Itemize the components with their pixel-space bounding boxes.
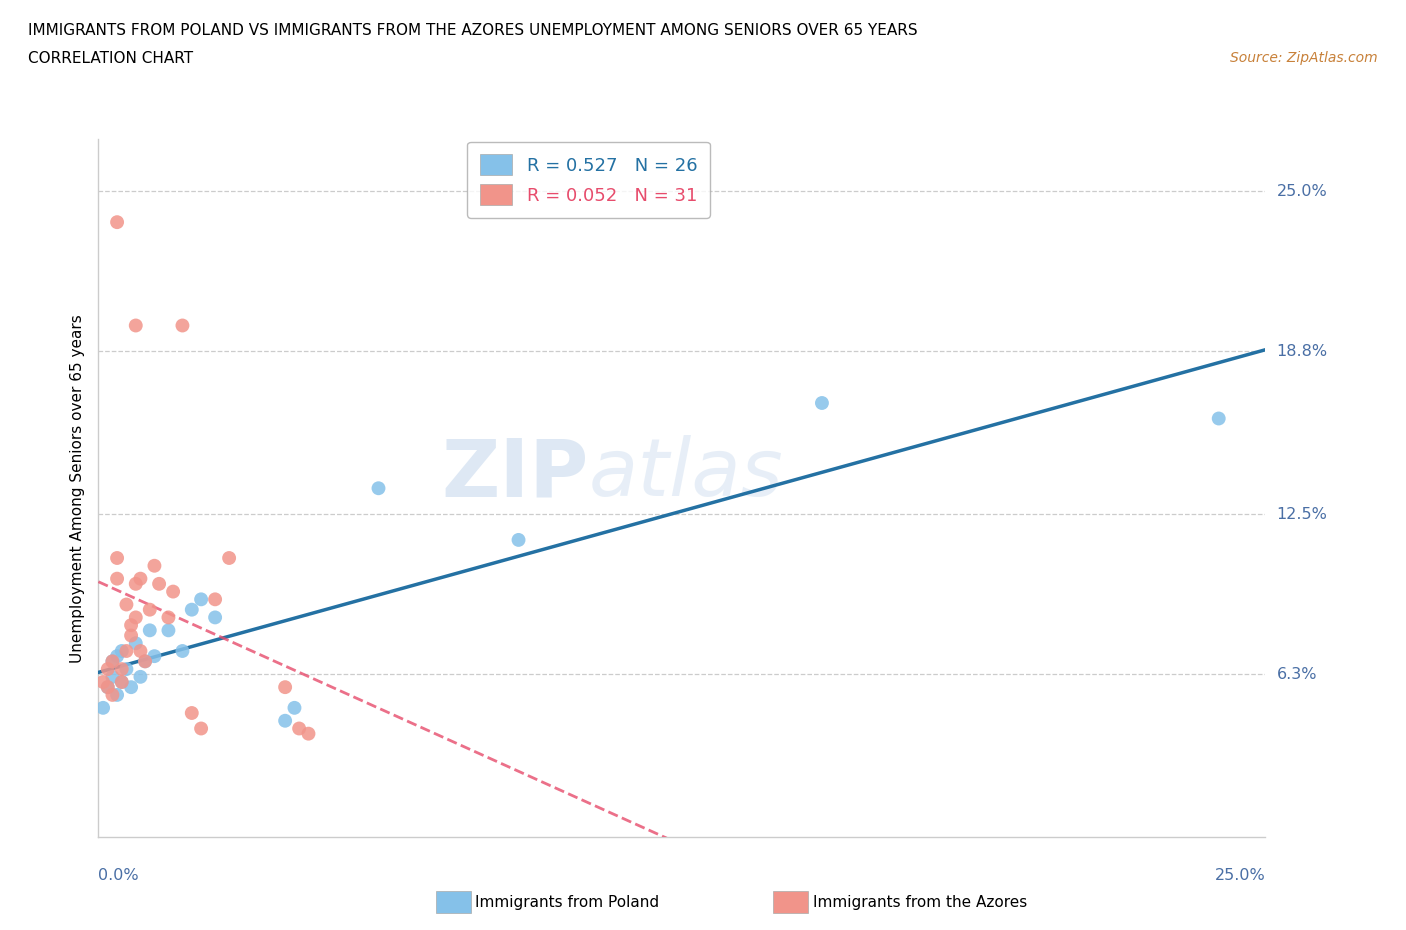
Point: [101, 687, 124, 702]
Point: [134, 654, 156, 669]
Text: 6.3%: 6.3%: [1277, 667, 1317, 682]
Point: [288, 721, 311, 736]
Point: [1208, 411, 1230, 426]
Text: IMMIGRANTS FROM POLAND VS IMMIGRANTS FROM THE AZORES UNEMPLOYMENT AMONG SENIORS : IMMIGRANTS FROM POLAND VS IMMIGRANTS FRO…: [28, 23, 918, 38]
Point: [180, 603, 202, 618]
Point: [115, 644, 138, 658]
Point: [172, 644, 194, 658]
Point: [274, 713, 297, 728]
Point: [129, 670, 152, 684]
Point: [125, 610, 148, 625]
Point: [111, 674, 134, 689]
Point: [101, 670, 124, 684]
Point: [157, 623, 180, 638]
Point: [125, 636, 148, 651]
Point: [97, 661, 120, 676]
Point: [148, 577, 170, 591]
Point: [105, 687, 128, 702]
Point: [274, 680, 297, 695]
Point: [101, 654, 124, 669]
Point: [134, 654, 156, 669]
Text: Immigrants from Poland: Immigrants from Poland: [475, 895, 659, 910]
Text: 0.0%: 0.0%: [98, 868, 139, 883]
Point: [162, 584, 184, 599]
Point: [120, 618, 142, 632]
Point: [115, 661, 138, 676]
Text: 25.0%: 25.0%: [1215, 868, 1265, 883]
Point: [105, 649, 128, 664]
Point: [125, 577, 148, 591]
Point: [129, 644, 152, 658]
Point: [101, 654, 124, 669]
Point: [125, 318, 148, 333]
Point: [283, 700, 305, 715]
Point: [190, 591, 212, 606]
Point: [139, 623, 162, 638]
Point: [180, 706, 202, 721]
Point: [105, 571, 128, 586]
Point: [190, 721, 212, 736]
Point: [97, 680, 120, 695]
Point: [111, 674, 134, 689]
Point: [91, 700, 114, 715]
Point: [120, 628, 142, 643]
Point: [105, 551, 128, 565]
Text: 12.5%: 12.5%: [1277, 507, 1327, 522]
Point: [204, 610, 226, 625]
Point: [367, 481, 389, 496]
Text: atlas: atlas: [589, 435, 783, 513]
Point: [172, 318, 194, 333]
Point: [508, 533, 530, 548]
Point: [157, 610, 180, 625]
Text: 25.0%: 25.0%: [1277, 183, 1327, 199]
Text: 18.8%: 18.8%: [1277, 344, 1327, 359]
Text: CORRELATION CHART: CORRELATION CHART: [28, 51, 193, 66]
Point: [218, 551, 240, 565]
Point: [143, 558, 166, 573]
Y-axis label: Unemployment Among Seniors over 65 years: Unemployment Among Seniors over 65 years: [69, 314, 84, 662]
Point: [204, 591, 226, 606]
Point: [297, 726, 319, 741]
Text: Source: ZipAtlas.com: Source: ZipAtlas.com: [1230, 51, 1378, 65]
Text: ZIP: ZIP: [441, 435, 589, 513]
Point: [811, 395, 834, 410]
Point: [115, 597, 138, 612]
Point: [139, 603, 162, 618]
Point: [129, 571, 152, 586]
Point: [111, 661, 134, 676]
Point: [91, 674, 114, 689]
Point: [105, 215, 128, 230]
Legend: R = 0.527   N = 26, R = 0.052   N = 31: R = 0.527 N = 26, R = 0.052 N = 31: [467, 141, 710, 218]
Point: [143, 649, 166, 664]
Text: Immigrants from the Azores: Immigrants from the Azores: [813, 895, 1026, 910]
Point: [111, 644, 134, 658]
Point: [97, 680, 120, 695]
Point: [120, 680, 142, 695]
